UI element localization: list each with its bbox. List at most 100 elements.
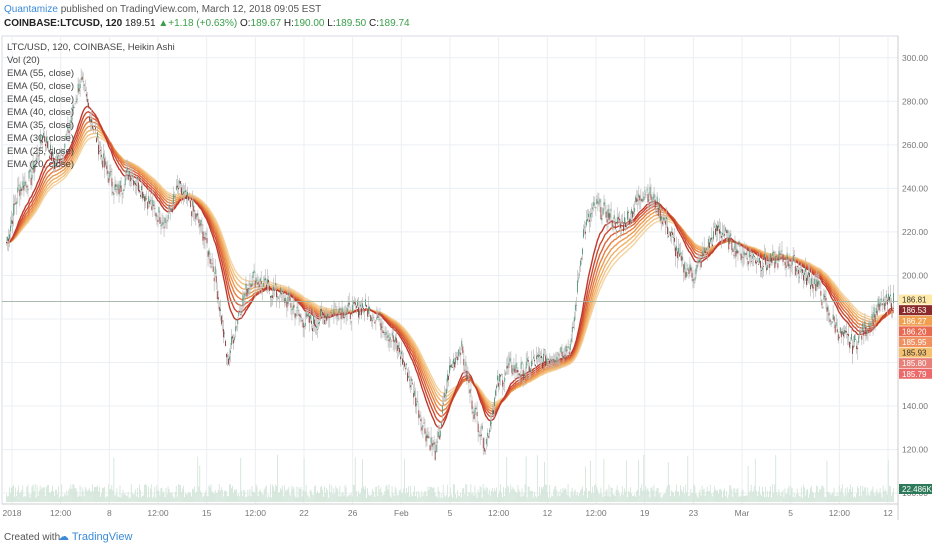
volume-bar: [869, 495, 871, 502]
volume-bar: [342, 491, 344, 502]
candle-body: [699, 258, 701, 262]
volume-bar: [118, 497, 120, 502]
volume-bar: [626, 497, 628, 502]
symbol-label: COINBASE:LTCUSD, 120: [4, 18, 123, 29]
candle-body: [795, 268, 797, 272]
candle-body: [103, 153, 105, 159]
volume-bar: [247, 489, 249, 502]
candle-body: [584, 226, 585, 228]
volume-bar: [571, 487, 573, 502]
volume-bar: [239, 496, 241, 502]
volume-bar: [442, 484, 444, 502]
candle-body: [315, 324, 316, 327]
volume-bar: [364, 488, 365, 502]
volume-bar: [659, 492, 661, 502]
legend-item[interactable]: EMA (40, close): [7, 107, 75, 118]
volume-bar: [285, 490, 287, 502]
volume-bar: [605, 490, 607, 502]
high-value: 190.00: [293, 18, 325, 29]
candle-body: [684, 262, 686, 270]
legend-item[interactable]: LTC/USD, 120, COINBASE, Heikin Ashi: [7, 42, 175, 53]
price-chart[interactable]: 100.00120.00140.00160.00180.00200.00220.…: [0, 34, 932, 525]
candle-body: [333, 308, 335, 315]
candle-body: [200, 220, 202, 225]
volume-bar: [176, 496, 178, 502]
volume-bar: [422, 495, 424, 502]
candle-body: [819, 284, 821, 286]
volume-bar: [417, 497, 419, 502]
candle-body: [424, 428, 426, 434]
candle-body: [291, 309, 293, 311]
volume-bar: [785, 493, 787, 502]
legend-item[interactable]: EMA (45, close): [7, 94, 75, 105]
volume-bar: [79, 485, 81, 502]
candle-body: [413, 392, 415, 398]
candle-body: [721, 236, 723, 238]
candle-body: [38, 154, 40, 156]
candle-body: [48, 150, 49, 152]
candle-body: [572, 327, 574, 329]
volume-bar: [596, 486, 598, 502]
volume-bar: [25, 496, 27, 502]
candle-body: [225, 340, 226, 347]
volume-bar: [372, 488, 374, 502]
volume-bar: [554, 486, 556, 502]
volume-bar: [26, 486, 28, 502]
candle-body: [224, 332, 225, 334]
volume-bar: [357, 490, 359, 502]
chart-area[interactable]: 100.00120.00140.00160.00180.00200.00220.…: [0, 34, 932, 525]
volume-bar: [609, 496, 611, 502]
volume-bar: [737, 487, 739, 502]
volume-bar: [42, 487, 44, 502]
volume-bar: [368, 494, 369, 502]
price-label-bg: [899, 336, 932, 347]
candle-body: [138, 182, 139, 192]
volume-bar: [514, 490, 516, 502]
candle-body: [252, 271, 254, 279]
candle-body: [562, 356, 564, 358]
volume-bar: [305, 485, 307, 502]
candle-body: [30, 177, 32, 185]
candle-body: [452, 366, 453, 368]
volume-bar: [447, 497, 449, 502]
volume-bar: [378, 485, 380, 502]
candle-body: [160, 224, 162, 227]
candle-body: [275, 283, 276, 285]
high-label: H:: [283, 18, 294, 29]
legend-item[interactable]: EMA (20, close): [7, 159, 75, 170]
volume-bar: [794, 496, 796, 502]
candle-body: [209, 258, 211, 264]
legend-item[interactable]: EMA (50, close): [7, 81, 75, 92]
candle-body: [144, 196, 146, 202]
volume-bar: [437, 486, 439, 502]
volume-bar: [698, 492, 700, 502]
tradingview-brand[interactable]: ☁ TradingView: [58, 530, 132, 543]
legend-item[interactable]: Vol (20): [7, 55, 40, 66]
candle-body: [403, 360, 404, 363]
legend-item[interactable]: EMA (25, close): [7, 146, 75, 157]
volume-bar: [22, 485, 24, 502]
candle-body: [611, 219, 613, 227]
candle-body: [455, 357, 457, 365]
volume-bar: [765, 487, 766, 502]
candle-body: [740, 254, 742, 260]
volume-bar: [713, 485, 715, 502]
legend-item[interactable]: EMA (35, close): [7, 120, 75, 131]
candle-body: [709, 238, 711, 242]
volume-bar: [854, 495, 855, 502]
author-link[interactable]: Quantamize: [4, 4, 58, 15]
legend-item[interactable]: EMA (30, close): [7, 133, 75, 144]
volume-bar: [267, 494, 269, 502]
candle-body: [310, 320, 312, 324]
legend-item[interactable]: EMA (55, close): [7, 68, 75, 79]
volume-bar: [683, 486, 685, 502]
candle-body: [586, 219, 587, 226]
candle-body: [449, 365, 450, 374]
candle-body: [35, 158, 37, 162]
volume-bar: [271, 484, 273, 502]
candle-body: [409, 379, 411, 381]
volume-bar: [541, 486, 542, 502]
y-tick-label: 240.00: [902, 183, 928, 193]
candle-body: [807, 275, 808, 281]
volume-bar: [393, 496, 395, 502]
